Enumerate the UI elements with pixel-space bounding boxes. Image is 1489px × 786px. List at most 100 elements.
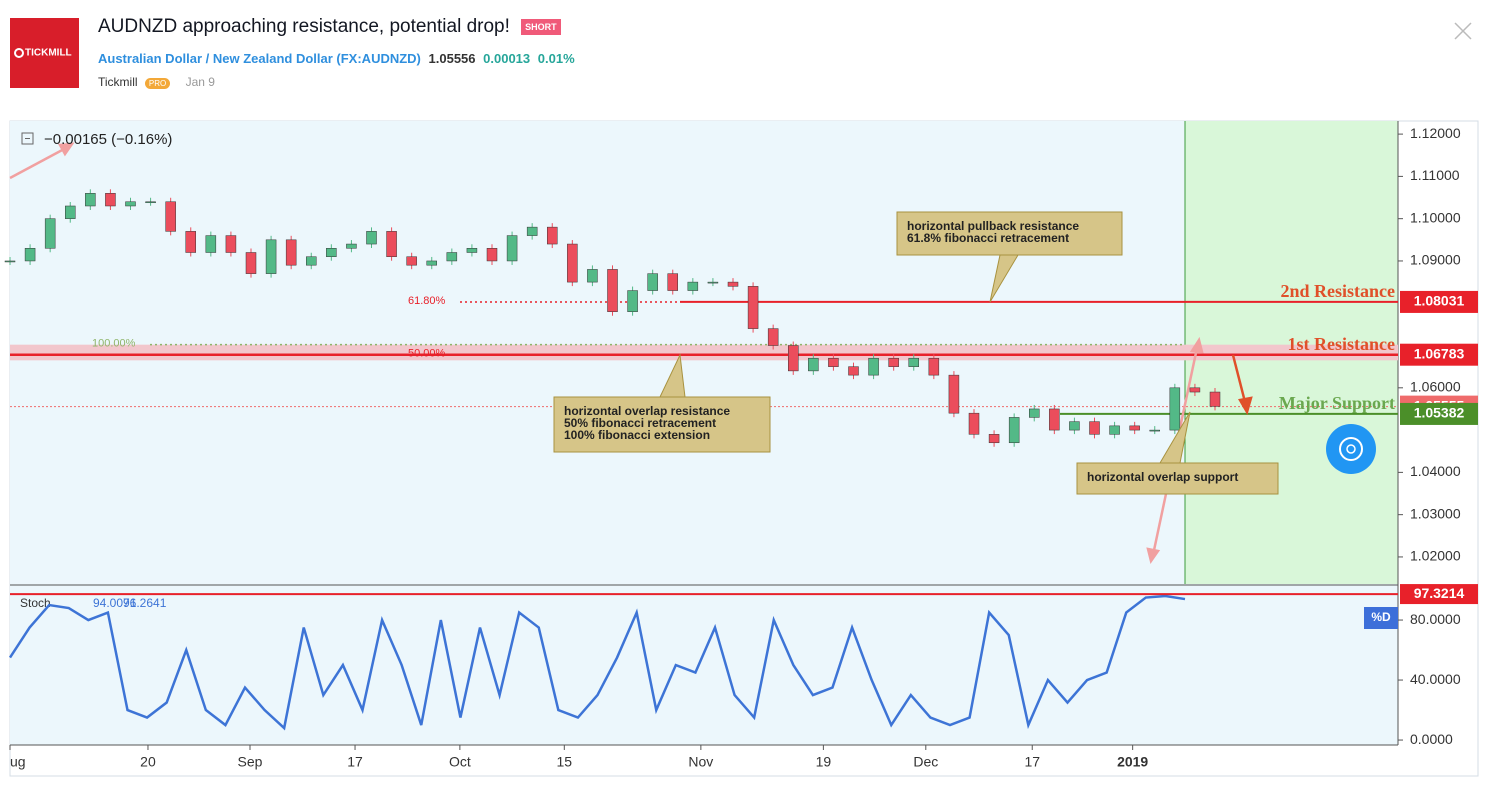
candle (386, 231, 397, 257)
candle (85, 193, 96, 207)
series-badge-text: %D (1371, 610, 1391, 624)
callout-body (1078, 464, 1277, 493)
candle (567, 243, 578, 283)
x-tick-label: 19 (816, 754, 832, 770)
candle (4, 260, 16, 263)
candle (547, 226, 558, 245)
author[interactable]: Tickmill (98, 75, 138, 89)
symbol-line: Australian Dollar / New Zealand Dollar (… (98, 51, 575, 66)
candle (948, 374, 960, 414)
level-price: 1.08031 (1414, 293, 1465, 309)
candle (245, 252, 257, 274)
x-tick-label: 17 (1024, 754, 1040, 770)
candle (727, 281, 739, 287)
candle (1129, 425, 1140, 431)
stoch-value: 96.2641 (123, 596, 167, 610)
candle (346, 243, 357, 249)
candle (326, 248, 337, 257)
symbol[interactable]: (FX:AUDNZD) (336, 51, 421, 66)
candle (526, 226, 538, 236)
y-tick-label: 1.04000 (1410, 463, 1461, 479)
stoch-title: Stoch (20, 596, 51, 610)
candle (265, 239, 277, 274)
instrument[interactable]: Australian Dollar / New Zealand Dollar (98, 51, 333, 66)
collapse-icon[interactable] (21, 132, 34, 145)
price-legend: −0.00165 (−0.16%) (44, 131, 172, 148)
logo (10, 18, 79, 88)
layer (10, 300, 1398, 415)
level-name: 2nd Resistance (1280, 281, 1395, 301)
callout-body (898, 213, 1121, 254)
level-name: Major Support (1279, 393, 1395, 413)
candle (1189, 387, 1201, 393)
level-name: 1st Resistance (1288, 334, 1395, 354)
series-badge (1364, 607, 1398, 629)
candle (225, 235, 237, 253)
candle (1089, 421, 1100, 435)
candle (808, 357, 819, 372)
level-price: 97.3214 (1414, 585, 1465, 601)
candle (928, 357, 940, 376)
candle (185, 231, 196, 253)
candle (44, 218, 56, 249)
candle (647, 273, 658, 291)
y-tick-label: 1.10000 (1410, 209, 1461, 225)
level-box (1400, 343, 1478, 366)
candle (1209, 391, 1221, 407)
y-tick-label: 0.0000 (1410, 731, 1453, 747)
y-tick-label: 1.09000 (1410, 252, 1461, 268)
candle (888, 357, 899, 367)
level-price: 1.05382 (1414, 405, 1465, 421)
callout-text: 61.8% fibonacci retracement (907, 231, 1069, 245)
candle (767, 328, 779, 346)
y-tick-label: 1.06000 (1410, 379, 1461, 395)
candle (466, 248, 478, 253)
candle (145, 201, 156, 204)
candle (65, 205, 76, 219)
fib-label: 50.00% (408, 348, 446, 360)
x-tick-label: 20 (140, 754, 156, 770)
level-box (1400, 584, 1478, 605)
candle (988, 434, 1000, 444)
callout-text: 100% fibonacci extension (564, 428, 710, 442)
candle (607, 269, 618, 312)
y-tick-label: 1.02000 (1410, 548, 1461, 564)
x-tick-label: ug (10, 754, 26, 770)
candle (1069, 421, 1080, 431)
title-text: AUDNZD approaching resistance, potential… (98, 16, 510, 37)
candle (1029, 408, 1040, 418)
change: 0.00013 (483, 51, 531, 66)
callout-text: horizontal pullback resistance (907, 219, 1079, 233)
fib-label: 61.80% (408, 295, 446, 307)
stoch-line (8, 594, 1186, 731)
level-box (1400, 402, 1478, 425)
candle (426, 260, 437, 266)
x-tick-label: 2019 (1117, 754, 1148, 770)
y-tick-label: 40.0000 (1410, 671, 1461, 687)
candle (24, 248, 36, 262)
x-tick-label: Nov (688, 754, 713, 770)
date: Jan 9 (185, 75, 215, 89)
candle (205, 235, 217, 253)
resistance-zone (10, 344, 1398, 361)
candle (788, 345, 799, 372)
candle (165, 201, 176, 232)
close-button[interactable] (1454, 22, 1472, 40)
candle (125, 201, 136, 207)
candle (446, 252, 458, 262)
candle (506, 235, 518, 262)
author-badge: PRO (144, 78, 171, 89)
title: AUDNZD approaching resistance, potential… (98, 16, 561, 38)
x-tick-label: Dec (913, 754, 938, 770)
callout-text: horizontal overlap resistance (564, 404, 730, 418)
change-pct: 0.01% (537, 51, 575, 66)
candle (868, 357, 879, 376)
x-tick-label: 15 (557, 754, 573, 770)
y-tick-label: 1.11000 (1410, 167, 1460, 183)
candle (1169, 387, 1181, 431)
candle (1049, 408, 1060, 431)
author-line: Tickmill PRO Jan 9 (98, 75, 215, 89)
scroll-button[interactable] (1326, 424, 1376, 474)
